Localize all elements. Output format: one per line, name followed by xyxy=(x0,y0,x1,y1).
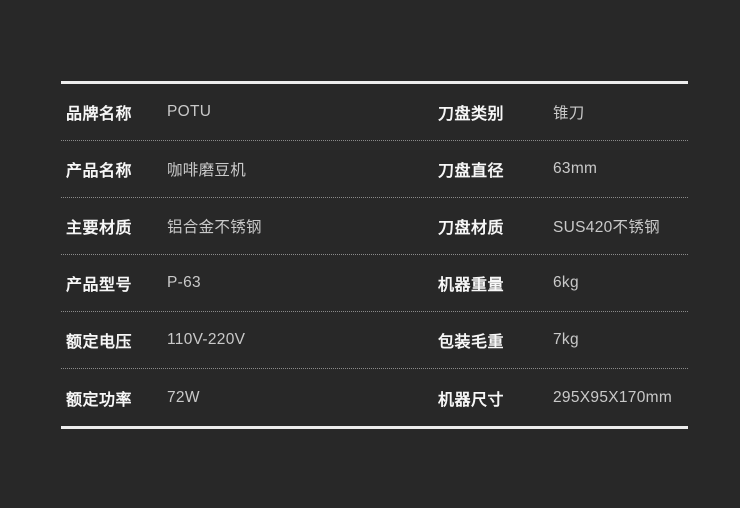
spec-value: SUS420不锈钢 xyxy=(553,219,660,236)
spec-value: 咖啡磨豆机 xyxy=(167,162,247,179)
spec-value: 72W xyxy=(167,388,200,406)
spec-label: 主要材质 xyxy=(66,220,133,237)
spec-label: 产品名称 xyxy=(66,163,133,180)
spec-label: 包装毛重 xyxy=(438,334,505,351)
spec-label: 机器重量 xyxy=(438,277,505,294)
spec-row-voltage: 额定电压 110V-220V 包装毛重 7kg xyxy=(61,312,688,369)
spec-table: 品牌名称 POTU 刀盘类别 锥刀 产品名称 咖啡磨豆机 刀盘直径 63mm 主… xyxy=(61,81,688,429)
spec-value: 锥刀 xyxy=(553,105,585,122)
spec-label: 刀盘直径 xyxy=(438,163,505,180)
spec-value: 7kg xyxy=(553,331,579,348)
spec-value: 铝合金不锈钢 xyxy=(167,219,262,236)
spec-value: POTU xyxy=(167,103,212,120)
spec-label: 额定电压 xyxy=(66,334,133,351)
spec-label: 品牌名称 xyxy=(66,106,133,123)
spec-value: 63mm xyxy=(553,160,598,177)
spec-value: P-63 xyxy=(167,274,201,291)
spec-row-material: 主要材质 铝合金不锈钢 刀盘材质 SUS420不锈钢 xyxy=(61,198,688,255)
spec-label: 产品型号 xyxy=(66,277,133,294)
spec-label: 机器尺寸 xyxy=(438,391,505,409)
spec-row-model: 产品型号 P-63 机器重量 6kg xyxy=(61,255,688,312)
spec-value: 110V-220V xyxy=(167,331,246,348)
spec-label: 刀盘材质 xyxy=(438,220,505,237)
spec-label: 额定功率 xyxy=(66,391,133,409)
spec-row-power: 额定功率 72W 机器尺寸 295X95X170mm xyxy=(61,369,688,426)
spec-value: 295X95X170mm xyxy=(553,388,673,406)
spec-row-product-name: 产品名称 咖啡磨豆机 刀盘直径 63mm xyxy=(61,141,688,198)
spec-value: 6kg xyxy=(553,274,579,291)
spec-label: 刀盘类别 xyxy=(438,106,505,123)
spec-row-brand: 品牌名称 POTU 刀盘类别 锥刀 xyxy=(61,84,688,141)
